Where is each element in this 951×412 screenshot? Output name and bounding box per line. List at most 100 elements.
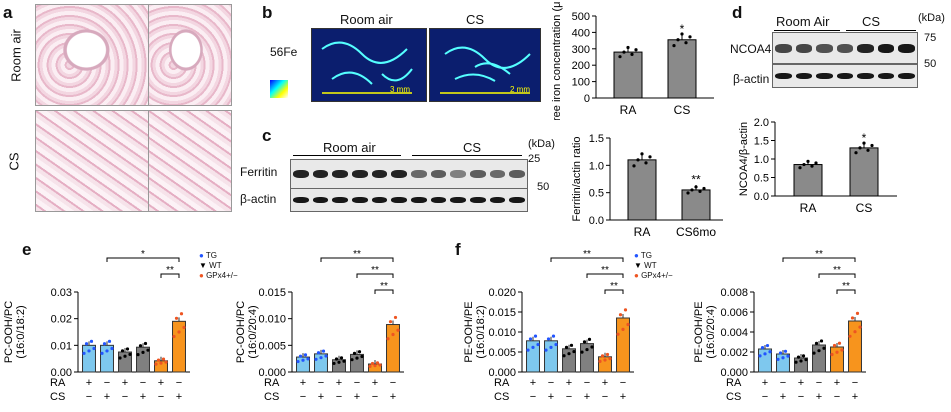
- mw-marker-50-d: 50: [924, 58, 937, 70]
- data-point: [141, 350, 145, 355]
- legend-f-tg: ● TG: [634, 251, 653, 260]
- data-point: [582, 340, 587, 344]
- data-point: [373, 364, 377, 368]
- data-point: [128, 352, 132, 356]
- y-tick-label: 0.000: [720, 367, 748, 379]
- panel-c-col-cs: CS: [463, 140, 482, 155]
- data-point: [854, 151, 858, 155]
- data-point: [630, 52, 634, 56]
- y-tick-label: 200: [572, 60, 590, 72]
- y-axis-label: NCOA4/β-actin: [738, 122, 750, 196]
- cs-row-label: CS: [494, 391, 509, 403]
- data-point: [370, 361, 375, 366]
- ra-sign: −: [318, 377, 324, 389]
- data-point: [858, 146, 862, 150]
- data-point: [161, 357, 166, 361]
- x-tick-label: CS: [674, 103, 691, 117]
- data-point: [526, 348, 530, 352]
- y-tick-label: 0.5: [754, 173, 769, 185]
- chart-pc-ooh-18-2: 0.000.010.020.03+−−++−−++−−+RACS***PC-OO…: [3, 250, 190, 403]
- data-point: [100, 351, 104, 355]
- y-axis-label: Ferritin/actin ratio: [571, 137, 583, 222]
- legend-f-wt: ▼ WT: [634, 261, 657, 270]
- data-point: [810, 164, 814, 168]
- cs-sign: −: [834, 391, 840, 403]
- y-tick-label: 1.5: [589, 133, 604, 145]
- x-tick-label: CS6mo: [676, 225, 716, 239]
- significance-mark: **: [691, 172, 701, 186]
- data-point: [110, 346, 114, 351]
- chart-pe-ooh-20-4: 0.0000.0020.0040.0060.008+−−++−−++−−+RAC…: [693, 250, 866, 403]
- data-point: [337, 360, 341, 364]
- data-point: [817, 349, 821, 353]
- ferritin-blot: [290, 159, 528, 189]
- significance-mark: **: [353, 250, 361, 260]
- blot-band: [312, 196, 329, 204]
- group-line-d-room-air: [774, 30, 840, 31]
- data-point: [546, 337, 551, 341]
- data-point: [618, 55, 622, 59]
- panel-b-col-cs: CS: [466, 12, 485, 27]
- cs-sign: +: [548, 391, 554, 403]
- data-point: [324, 354, 328, 358]
- significance-mark: *: [862, 131, 867, 145]
- data-point: [819, 339, 824, 343]
- ra-sign: −: [584, 377, 590, 389]
- he-image-cs-high: [148, 110, 232, 212]
- data-point: [686, 191, 690, 195]
- bar: [136, 346, 150, 373]
- significance-mark: **: [610, 281, 618, 292]
- data-point: [388, 320, 393, 324]
- y-tick-label: 0.0: [754, 191, 769, 203]
- data-point: [802, 162, 806, 167]
- y-axis-label: Free iron concentration (μg/l): [551, 2, 563, 120]
- significance-mark: **: [371, 265, 379, 276]
- data-point: [118, 356, 122, 360]
- blot-band: [450, 196, 467, 204]
- panel-label-b: b: [262, 3, 273, 22]
- data-point: [590, 345, 594, 349]
- cs-sign: +: [780, 391, 786, 403]
- ra-sign: +: [834, 377, 840, 389]
- data-point: [533, 334, 538, 338]
- ra-sign: −: [176, 377, 182, 389]
- data-point: [778, 351, 783, 355]
- blot-band: [312, 169, 329, 179]
- data-point: [758, 354, 762, 358]
- data-point: [622, 50, 626, 54]
- data-point: [763, 352, 767, 356]
- isotope-label: 56Fe: [270, 45, 298, 59]
- blot-band: [816, 72, 833, 80]
- chart-pc-ooh-20-4: 0.0000.0050.0100.015+−−++−−++−−+RACS****…: [235, 250, 404, 403]
- data-point: [626, 45, 630, 50]
- significance-mark: *: [141, 250, 145, 260]
- data-point: [698, 189, 702, 194]
- data-point: [156, 358, 161, 362]
- bar: [681, 189, 711, 221]
- cs-sign: +: [318, 391, 324, 403]
- data-point: [120, 349, 125, 353]
- blot-band: [351, 196, 368, 204]
- data-point: [569, 343, 574, 347]
- significance-mark: **: [583, 250, 591, 260]
- ra-sign: −: [140, 377, 146, 389]
- ra-sign: +: [762, 377, 768, 389]
- y-tick-label: 0.000: [258, 367, 286, 379]
- data-point: [350, 358, 354, 362]
- data-point: [391, 332, 395, 337]
- ra-row-label: RA: [50, 377, 66, 389]
- ra-sign: −: [780, 377, 786, 389]
- data-point: [621, 327, 625, 331]
- y-tick-label: 0.0: [589, 215, 604, 227]
- blot-band: [391, 169, 408, 179]
- data-point: [855, 311, 860, 315]
- data-point: [174, 316, 179, 320]
- chart-ncoa4-actin: 0.0 0.5 1.0 1.5 2.0 RA CS * NCOA4/β-actin: [738, 117, 897, 215]
- data-point: [616, 332, 620, 336]
- data-point: [82, 351, 86, 355]
- data-point: [768, 350, 772, 354]
- bar: [100, 344, 114, 373]
- bar: [627, 159, 657, 221]
- bar: [332, 359, 346, 373]
- data-point: [866, 148, 870, 152]
